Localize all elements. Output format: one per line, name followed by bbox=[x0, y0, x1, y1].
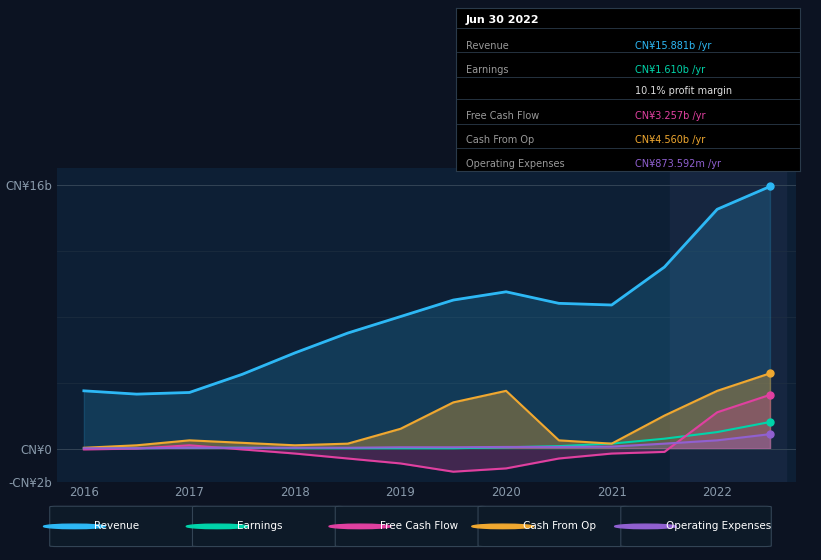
FancyBboxPatch shape bbox=[621, 506, 771, 547]
Text: Free Cash Flow: Free Cash Flow bbox=[466, 111, 539, 121]
Text: Earnings: Earnings bbox=[237, 521, 282, 531]
FancyBboxPatch shape bbox=[335, 506, 486, 547]
Text: 10.1% profit margin: 10.1% profit margin bbox=[635, 86, 732, 96]
Text: CN¥15.881b /yr: CN¥15.881b /yr bbox=[635, 41, 711, 51]
Circle shape bbox=[329, 524, 391, 529]
Text: Jun 30 2022: Jun 30 2022 bbox=[466, 15, 539, 25]
FancyBboxPatch shape bbox=[478, 506, 629, 547]
Circle shape bbox=[44, 524, 105, 529]
Text: CN¥1.610b /yr: CN¥1.610b /yr bbox=[635, 66, 705, 75]
Text: Operating Expenses: Operating Expenses bbox=[666, 521, 771, 531]
Text: CN¥873.592m /yr: CN¥873.592m /yr bbox=[635, 160, 721, 170]
Text: Operating Expenses: Operating Expenses bbox=[466, 160, 565, 170]
Bar bbox=[670, 168, 786, 482]
FancyBboxPatch shape bbox=[192, 506, 343, 547]
Text: Earnings: Earnings bbox=[466, 66, 508, 75]
FancyBboxPatch shape bbox=[50, 506, 200, 547]
Text: Cash From Op: Cash From Op bbox=[523, 521, 596, 531]
Text: Revenue: Revenue bbox=[94, 521, 140, 531]
Text: CN¥3.257b /yr: CN¥3.257b /yr bbox=[635, 111, 705, 121]
Text: CN¥4.560b /yr: CN¥4.560b /yr bbox=[635, 135, 705, 145]
Circle shape bbox=[615, 524, 677, 529]
Circle shape bbox=[472, 524, 534, 529]
Text: Revenue: Revenue bbox=[466, 41, 509, 51]
Text: Free Cash Flow: Free Cash Flow bbox=[380, 521, 458, 531]
Text: Cash From Op: Cash From Op bbox=[466, 135, 534, 145]
Circle shape bbox=[186, 524, 248, 529]
